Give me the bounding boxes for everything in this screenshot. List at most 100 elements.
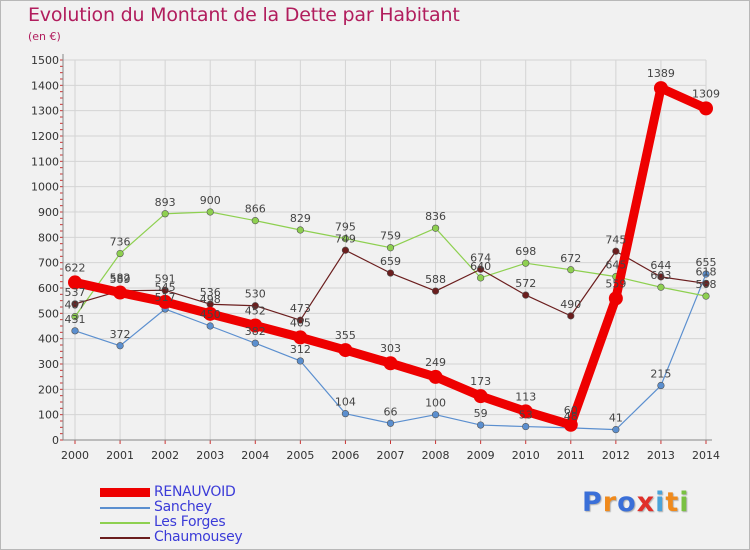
x-tick-label: 2002	[151, 449, 179, 462]
data-point-les-forges	[567, 266, 575, 274]
data-label-chaumousey: 674	[470, 251, 491, 264]
data-point-les-forges	[116, 249, 124, 258]
data-label-chaumousey: 644	[650, 259, 671, 272]
data-point-renauvoid	[608, 291, 623, 306]
data-label-sanchey: 517	[155, 291, 176, 304]
data-point-chaumousey	[477, 265, 485, 273]
y-tick-label: 700	[38, 257, 59, 270]
legend-label-renauvoid: RENAUVOID	[154, 484, 236, 500]
data-point-renauvoid	[68, 275, 82, 290]
data-label-chaumousey: 588	[425, 273, 446, 286]
data-label-renauvoid: 60	[564, 404, 578, 417]
data-point-chaumousey	[161, 286, 169, 294]
data-label-renauvoid: 582	[110, 272, 131, 285]
y-tick-label: 100	[38, 409, 59, 422]
plot-area	[63, 60, 706, 440]
x-tick-label: 2009	[467, 449, 495, 462]
y-tick-label: 1100	[31, 155, 59, 168]
data-label-chaumousey: 618	[696, 265, 717, 278]
data-label-sanchey: 382	[245, 325, 266, 338]
data-point-sanchey	[522, 422, 530, 431]
data-point-sanchey	[612, 426, 620, 434]
data-label-chaumousey: 745	[605, 233, 626, 246]
data-label-renauvoid: 622	[65, 261, 86, 274]
y-tick-label: 200	[38, 383, 59, 396]
logo-letter: t	[665, 487, 680, 518]
data-point-renauvoid	[428, 369, 443, 384]
data-point-chaumousey	[612, 247, 620, 255]
data-label-les-forges: 836	[425, 210, 446, 223]
data-label-chaumousey: 659	[380, 255, 401, 268]
legend-swatch-renauvoid	[100, 488, 150, 497]
data-label-les-forges: 795	[335, 221, 356, 234]
data-label-les-forges: 900	[200, 194, 221, 207]
legend-label-sanchey: Sanchey	[154, 499, 212, 515]
logo-letter: x	[636, 487, 656, 518]
data-point-sanchey	[657, 381, 665, 390]
y-tick-label: 800	[38, 231, 59, 244]
data-label-sanchey: 41	[609, 412, 623, 425]
data-label-les-forges: 640	[470, 260, 491, 273]
logo-letter: P	[582, 487, 603, 518]
x-tick-label: 2011	[557, 449, 585, 462]
data-label-sanchey: 53	[519, 409, 533, 422]
data-point-chaumousey	[341, 246, 350, 254]
data-point-sanchey	[477, 421, 485, 429]
data-point-renauvoid	[248, 318, 263, 333]
y-tick-label: 1000	[31, 181, 59, 194]
data-label-renauvoid: 249	[425, 356, 446, 369]
data-label-chaumousey: 537	[65, 286, 86, 299]
data-label-renauvoid: 173	[470, 375, 491, 388]
data-label-sanchey: 100	[425, 397, 446, 410]
data-point-chaumousey	[386, 269, 395, 277]
y-tick-label: 1400	[31, 79, 59, 92]
data-point-les-forges	[161, 210, 169, 218]
data-point-les-forges	[431, 224, 440, 232]
data-label-sanchey: 450	[200, 308, 221, 321]
data-point-chaumousey	[251, 302, 259, 310]
logo-letter: i	[679, 487, 690, 518]
data-label-les-forges: 829	[290, 212, 311, 225]
data-point-chaumousey	[296, 316, 304, 324]
data-label-renauvoid: 405	[290, 316, 311, 329]
data-point-renauvoid	[563, 417, 578, 432]
data-point-renauvoid	[518, 404, 533, 419]
x-tick-label: 2006	[331, 449, 359, 462]
data-label-chaumousey: 473	[290, 302, 311, 315]
data-label-les-forges: 893	[155, 196, 176, 209]
x-tick-label: 2003	[196, 449, 224, 462]
data-label-renauvoid: 1389	[647, 67, 675, 80]
data-label-chaumousey: 572	[515, 277, 536, 290]
proxiti-logo: Proxiti	[582, 487, 690, 518]
data-label-sanchey: 104	[335, 396, 356, 409]
y-tick-label: 900	[38, 206, 59, 219]
legend-label-chaumousey: Chaumousey	[154, 529, 243, 545]
data-label-sanchey: 59	[474, 407, 488, 420]
data-label-renauvoid: 545	[155, 281, 176, 294]
data-point-les-forges	[296, 226, 304, 234]
data-point-sanchey	[296, 357, 304, 365]
data-label-les-forges: 603	[650, 269, 671, 282]
y-tick-label: 300	[38, 358, 59, 371]
x-tick-label: 2000	[61, 449, 89, 462]
data-label-chaumousey: 490	[560, 298, 581, 311]
data-point-sanchey	[702, 270, 710, 278]
data-point-chaumousey	[431, 287, 440, 295]
legend-swatch-les-forges	[100, 522, 150, 524]
data-point-renauvoid	[158, 294, 173, 309]
data-point-sanchey	[251, 339, 259, 347]
data-label-renauvoid: 452	[245, 304, 266, 317]
data-point-les-forges	[657, 283, 665, 291]
x-tick-label: 2008	[422, 449, 450, 462]
data-point-renauvoid	[203, 306, 218, 321]
x-tick-label: 2010	[512, 449, 540, 462]
data-label-sanchey: 215	[650, 368, 671, 381]
legend-swatch-sanchey	[100, 507, 150, 509]
data-point-les-forges	[341, 235, 350, 243]
y-tick-label: 1200	[31, 130, 59, 143]
data-point-les-forges	[477, 274, 485, 282]
data-point-renauvoid	[383, 356, 398, 371]
data-point-les-forges	[386, 244, 395, 252]
data-point-sanchey	[71, 327, 79, 335]
x-tick-label: 2005	[286, 449, 314, 462]
